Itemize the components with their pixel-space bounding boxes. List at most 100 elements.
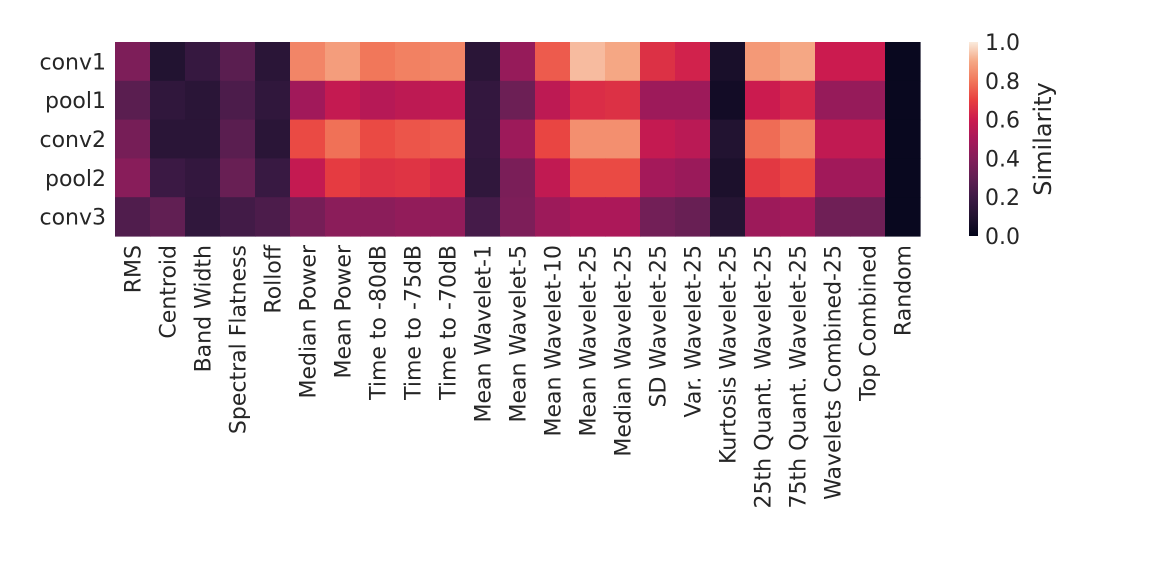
heatmap-cell (780, 119, 816, 159)
heatmap-cell (150, 119, 186, 159)
heatmap-cell (115, 197, 151, 237)
heatmap-cell (745, 158, 781, 198)
heatmap-cell (290, 158, 326, 198)
heatmap-cell (605, 42, 641, 82)
column-label: Mean Wavelet-25 (577, 245, 602, 437)
heatmap-cell (850, 80, 886, 121)
heatmap-cell (745, 42, 781, 82)
heatmap-cell (255, 42, 291, 82)
heatmap-cell (395, 80, 431, 121)
heatmap-cell (360, 158, 396, 198)
heatmap-cell (325, 197, 361, 237)
colorbar-tick-label: 0.2 (985, 186, 1020, 211)
heatmap-cell (255, 197, 291, 237)
heatmap-cell (885, 80, 921, 121)
heatmap-cell (465, 158, 501, 198)
heatmap-cell (220, 80, 256, 121)
heatmap-cell (115, 42, 151, 82)
heatmap-cell (815, 80, 851, 121)
column-label: Time to -70dB (437, 245, 462, 401)
heatmap-cell (675, 80, 711, 121)
heatmap-cell (500, 119, 536, 159)
heatmap-cell (640, 197, 676, 237)
heatmap-cell (185, 80, 221, 121)
heatmap-cell (185, 158, 221, 198)
heatmap-cell (535, 158, 571, 198)
row-label: conv2 (39, 128, 106, 153)
column-label: RMS (122, 245, 147, 293)
colorbar-ticks: 0.0 0.2 0.4 0.6 0.8 1.0 (985, 31, 1020, 250)
colorbar-gradient (969, 42, 978, 236)
heatmap-cell (570, 80, 606, 121)
column-label: Time to -80dB (367, 245, 392, 401)
heatmap-cell (710, 158, 746, 198)
heatmap-cell (535, 197, 571, 237)
heatmap-cell (570, 119, 606, 159)
column-label: 25th Quant. Wavelet-25 (752, 245, 777, 508)
colorbar-tick-label: 1.0 (985, 31, 1020, 56)
heatmap-cell (290, 119, 326, 159)
heatmap-cell (570, 158, 606, 198)
heatmap-cell (675, 197, 711, 237)
heatmap-cell (115, 158, 151, 198)
heatmap-cell (185, 197, 221, 237)
heatmap-cell (710, 197, 746, 237)
heatmap-cell (780, 197, 816, 237)
column-label: Spectral Flatness (227, 245, 252, 434)
heatmap-cell (255, 80, 291, 121)
heatmap-cell (255, 119, 291, 159)
heatmap-cell (150, 42, 186, 82)
heatmap-cell (885, 158, 921, 198)
heatmap-cell (325, 158, 361, 198)
heatmap-cell (850, 158, 886, 198)
heatmap-cell (150, 158, 186, 198)
heatmap-cell (395, 197, 431, 237)
colorbar-tick-label: 0.6 (985, 109, 1020, 134)
heatmap-cell (465, 42, 501, 82)
heatmap-cell (360, 42, 396, 82)
heatmap-cell (360, 119, 396, 159)
column-label: Centroid (157, 245, 182, 339)
heatmap-cell (290, 197, 326, 237)
column-label: 75th Quant. Wavelet-25 (787, 245, 812, 508)
column-label: Band Width (192, 245, 217, 372)
heatmap-cell (500, 197, 536, 237)
heatmap-cell (815, 119, 851, 159)
heatmap-cell (640, 80, 676, 121)
heatmap-cell (675, 42, 711, 82)
heatmap-cell (535, 80, 571, 121)
column-label: Median Wavelet-25 (612, 245, 637, 457)
heatmap-cell (360, 80, 396, 121)
heatmap-cell (780, 158, 816, 198)
heatmap-cell (710, 119, 746, 159)
heatmap-cell (360, 197, 396, 237)
heatmap-cell (430, 80, 466, 121)
heatmap-cell (150, 80, 186, 121)
heatmap-cell (290, 42, 326, 82)
heatmap-cell (675, 119, 711, 159)
heatmap-cell (850, 119, 886, 159)
heatmap-cell (395, 158, 431, 198)
column-label: Mean Wavelet-5 (507, 245, 532, 423)
column-label: Rolloff (262, 244, 287, 313)
heatmap-cell (780, 80, 816, 121)
heatmap-cell (570, 42, 606, 82)
heatmap-cell (430, 197, 466, 237)
heatmap-cell (675, 158, 711, 198)
heatmap-cell (220, 119, 256, 159)
heatmap-cell (115, 80, 151, 121)
heatmap-cell (395, 42, 431, 82)
heatmap-cell (500, 42, 536, 82)
heatmap-cell (570, 197, 606, 237)
colorbar-tick-label: 0.0 (985, 225, 1020, 250)
heatmap-cell (465, 119, 501, 159)
heatmap-cell (290, 80, 326, 121)
heatmap-cell (535, 42, 571, 82)
column-label: Mean Wavelet-1 (472, 245, 497, 423)
heatmap-cell (220, 197, 256, 237)
colorbar: 0.0 0.2 0.4 0.6 0.8 1.0 Similarity (969, 31, 1057, 250)
heatmap-cell (745, 119, 781, 159)
column-label: Mean Wavelet-10 (542, 245, 567, 437)
heatmap-cell (710, 80, 746, 121)
